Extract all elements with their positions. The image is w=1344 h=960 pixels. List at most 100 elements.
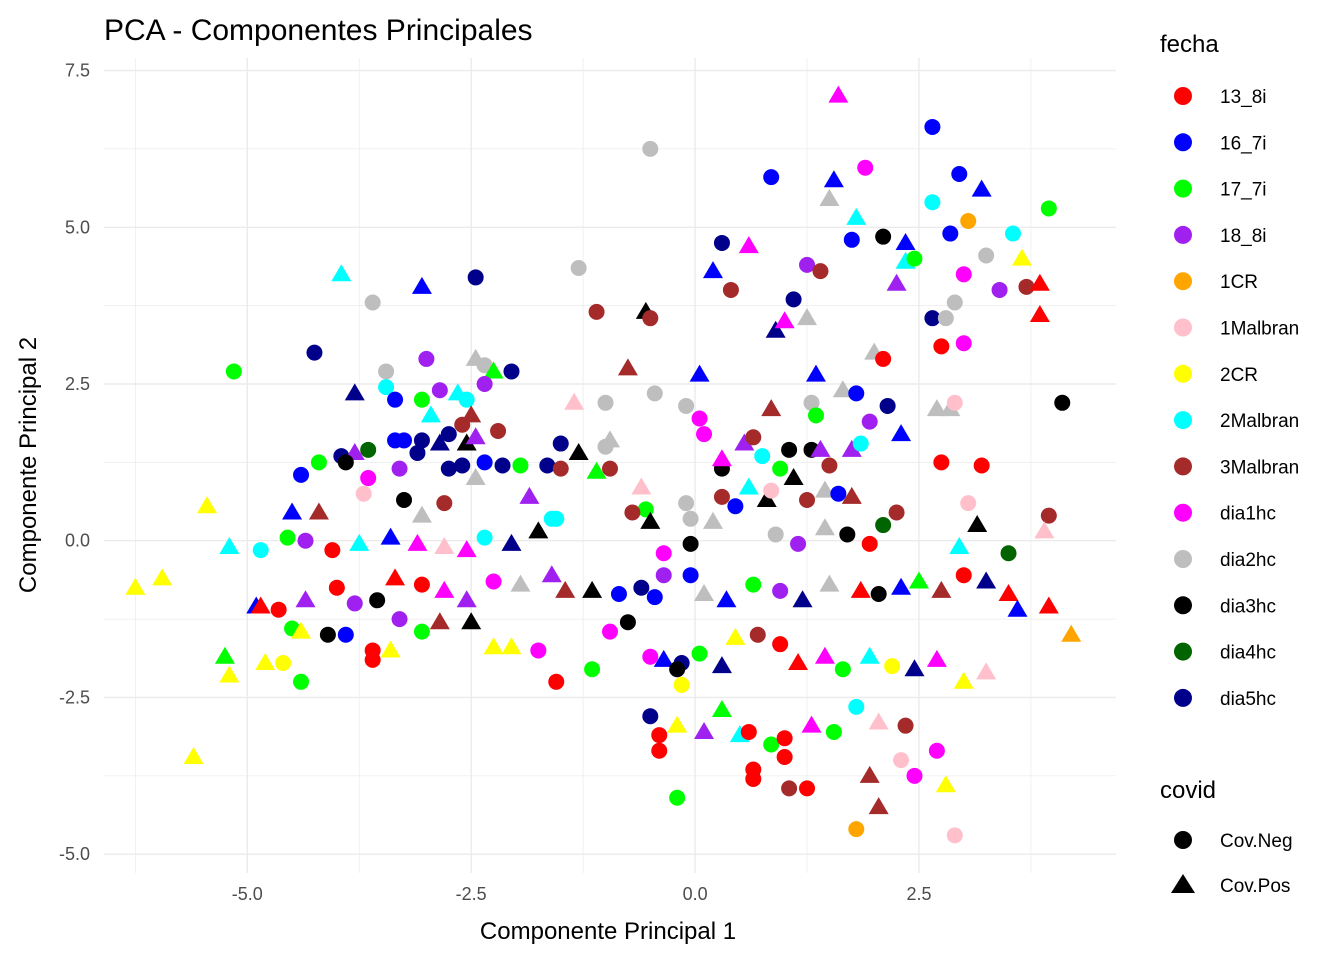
data-point-triangle bbox=[846, 207, 867, 225]
data-point-triangle bbox=[434, 537, 455, 554]
data-point-circle bbox=[476, 376, 493, 392]
data-point-circle bbox=[669, 661, 686, 678]
data-point-circle bbox=[396, 491, 413, 508]
data-point-triangle bbox=[1061, 624, 1082, 642]
legend-color-key bbox=[1174, 642, 1192, 661]
data-point-triangle bbox=[694, 584, 715, 602]
data-point-circle bbox=[745, 576, 762, 593]
data-point-circle bbox=[252, 542, 269, 559]
legend-color-label: dia2hc bbox=[1220, 550, 1276, 571]
data-point-circle bbox=[391, 460, 408, 477]
data-point-circle bbox=[955, 335, 972, 352]
data-point-circle bbox=[610, 586, 627, 603]
data-point-circle bbox=[306, 344, 323, 361]
legend-color-key bbox=[1174, 133, 1192, 152]
data-point-triangle bbox=[250, 596, 271, 614]
data-point-circle bbox=[413, 391, 430, 408]
data-points bbox=[125, 85, 1082, 844]
data-point-circle bbox=[942, 225, 959, 242]
data-point-triangle bbox=[819, 574, 840, 592]
data-point-circle bbox=[1018, 278, 1035, 295]
data-point-triangle bbox=[850, 580, 871, 598]
data-point-circle bbox=[834, 661, 851, 678]
data-point-circle bbox=[799, 491, 816, 508]
data-point-circle bbox=[960, 213, 977, 229]
data-point-triangle bbox=[711, 656, 732, 674]
data-point-circle bbox=[476, 454, 493, 471]
data-point-triangle bbox=[926, 399, 947, 417]
data-point-circle bbox=[413, 576, 430, 593]
data-point-circle bbox=[933, 454, 950, 471]
data-point-triangle bbox=[434, 580, 455, 598]
data-point-circle bbox=[337, 454, 354, 471]
data-point-circle bbox=[951, 165, 968, 182]
data-point-triangle bbox=[891, 577, 912, 595]
data-point-circle bbox=[776, 749, 793, 766]
x-axis-title: Componente Principal 1 bbox=[480, 918, 736, 945]
legend: fecha 13_8i 16_7i 17_7i 18_8i 1CR 1Malbran 2CR 2… bbox=[1160, 31, 1299, 897]
data-point-circle bbox=[275, 654, 292, 671]
data-point-circle bbox=[396, 432, 413, 449]
data-point-circle bbox=[973, 457, 990, 474]
data-point-circle bbox=[875, 350, 892, 367]
y-tick-label: 7.5 bbox=[65, 61, 90, 81]
data-point-circle bbox=[749, 626, 766, 643]
data-point-circle bbox=[763, 482, 780, 499]
data-point-circle bbox=[754, 448, 771, 465]
data-point-circle bbox=[552, 460, 569, 477]
data-point-circle bbox=[552, 435, 569, 452]
legend-color-key bbox=[1174, 364, 1192, 383]
data-point-circle bbox=[225, 363, 242, 380]
data-point-circle bbox=[799, 780, 816, 797]
data-point-triangle bbox=[528, 521, 549, 539]
data-point-triangle bbox=[331, 264, 352, 282]
data-point-circle bbox=[642, 310, 659, 327]
data-point-triangle bbox=[1029, 305, 1050, 323]
legend-color-key bbox=[1174, 503, 1192, 522]
data-point-circle bbox=[270, 601, 287, 618]
x-tick-label: -2.5 bbox=[456, 884, 487, 904]
data-point-circle bbox=[467, 269, 484, 286]
data-point-triangle bbox=[483, 361, 504, 379]
data-point-circle bbox=[745, 429, 762, 446]
data-point-triangle bbox=[868, 797, 889, 815]
data-point-circle bbox=[763, 736, 780, 753]
data-point-triangle bbox=[891, 424, 912, 442]
data-point-circle bbox=[624, 504, 641, 521]
data-point-triangle bbox=[1011, 248, 1032, 266]
data-point-circle bbox=[884, 658, 901, 675]
data-point-circle bbox=[713, 488, 730, 505]
data-point-triangle bbox=[219, 665, 240, 683]
data-point-circle bbox=[1000, 545, 1017, 562]
data-point-circle bbox=[946, 827, 963, 844]
data-point-circle bbox=[418, 350, 435, 367]
data-point-triangle bbox=[344, 383, 365, 401]
data-point-circle bbox=[785, 291, 802, 308]
data-point-triangle bbox=[420, 405, 441, 423]
y-tick-label: -2.5 bbox=[59, 687, 90, 707]
data-point-circle bbox=[440, 426, 457, 443]
data-point-circle bbox=[772, 636, 789, 653]
data-point-circle bbox=[391, 611, 408, 628]
data-point-circle bbox=[440, 460, 457, 477]
data-point-circle bbox=[588, 303, 605, 320]
legend-color-label: 1Malbran bbox=[1220, 319, 1299, 340]
data-point-circle bbox=[476, 357, 493, 374]
data-point-circle bbox=[1054, 394, 1071, 411]
data-point-circle bbox=[906, 767, 923, 784]
data-point-triangle bbox=[407, 533, 428, 551]
legend-color-label: 1CR bbox=[1220, 272, 1258, 293]
legend-color-label: 16_7i bbox=[1220, 133, 1267, 154]
data-point-triangle bbox=[1029, 273, 1050, 291]
legend-color-label: 2Malbran bbox=[1220, 411, 1299, 432]
y-tick-label: 2.5 bbox=[65, 374, 90, 394]
data-point-triangle bbox=[295, 590, 316, 608]
data-point-circle bbox=[512, 457, 529, 474]
data-point-circle bbox=[879, 397, 896, 414]
data-point-circle bbox=[1040, 200, 1057, 217]
legend-shape-key-triangle bbox=[1171, 874, 1195, 893]
data-point-triangle bbox=[926, 649, 947, 667]
data-point-triangle bbox=[640, 511, 661, 529]
data-point-triangle bbox=[814, 518, 835, 536]
data-point-circle bbox=[740, 723, 757, 740]
